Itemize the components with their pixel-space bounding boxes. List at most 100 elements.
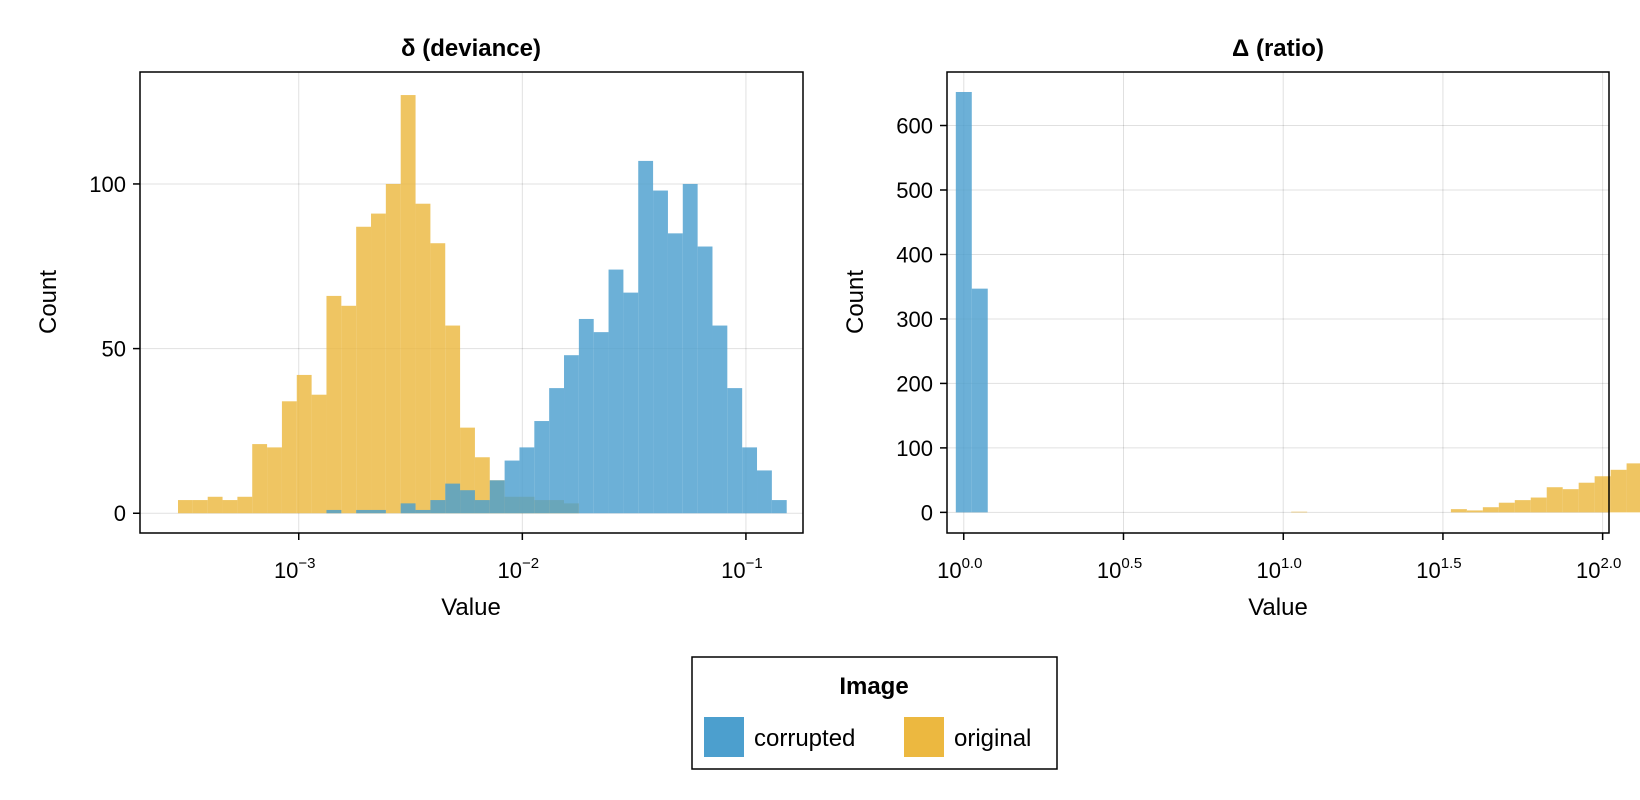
deviance-bar-original-8 [296, 374, 312, 514]
ratio-plot-frame [946, 71, 1610, 534]
ratio-y-tick-label-6: 600 [896, 114, 933, 139]
ratio-y-tick-label-0: 0 [921, 500, 933, 525]
deviance-bar-original-16 [415, 203, 431, 514]
legend-label-corrupted: corrupted [754, 725, 855, 752]
ratio-x-axis-label: Value [1248, 594, 1308, 621]
deviance-bar-corrupted-27 [578, 318, 594, 514]
deviance-bar-corrupted-32 [653, 190, 668, 514]
deviance-x-axis-label: Value [441, 594, 501, 621]
deviance-bar-original-3 [222, 500, 238, 514]
legend-label-original: original [954, 725, 1031, 752]
deviance-bar-corrupted-33 [667, 233, 683, 514]
deviance-y-tick-label-0: 0 [114, 501, 126, 526]
ratio-bar-original-33 [1482, 507, 1499, 513]
deviance-bar-original-5 [252, 444, 268, 514]
ratio-x-ticks: 100.0 100.5 101.0 101.5 102.0 [937, 533, 1621, 583]
ratio-bar-corrupted-1 [971, 288, 988, 513]
ratio-x-tick-label-1: 100.5 [1097, 555, 1142, 583]
ratio-bar-original-36 [1530, 497, 1547, 513]
ratio-bar-original-37 [1546, 487, 1563, 513]
deviance-bar-original-7 [281, 401, 297, 514]
deviance-bar-corrupted-37 [727, 388, 743, 514]
deviance-bar-corrupted-24 [534, 421, 550, 514]
deviance-bar-original-4 [237, 496, 253, 514]
legend-title: Image [839, 673, 908, 700]
deviance-x-tick-label-2: 10−1 [721, 555, 763, 583]
deviance-bar-original-18 [445, 325, 461, 514]
ratio-bar-original-31 [1450, 509, 1467, 513]
deviance-bar-original-13 [371, 213, 386, 514]
legend-swatch-corrupted [704, 717, 744, 757]
deviance-bar-corrupted-18 [445, 483, 461, 514]
deviance-y-tick-label-1: 50 [102, 337, 126, 362]
deviance-bar-original-12 [356, 226, 372, 514]
deviance-histogram-panel: δ (deviance) 10−3 10−2 10−1 0 50 100 Value C… [35, 35, 804, 621]
deviance-bar-corrupted-29 [608, 269, 624, 514]
deviance-bar-corrupted-22 [504, 460, 520, 514]
deviance-bar-corrupted-36 [712, 325, 728, 514]
legend-swatch-original [904, 717, 944, 757]
deviance-bars [178, 95, 787, 514]
deviance-y-ticks: 0 50 100 [89, 172, 140, 526]
deviance-bar-original-14 [385, 183, 401, 514]
deviance-bar-corrupted-30 [623, 292, 639, 514]
deviance-bar-corrupted-39 [757, 470, 772, 514]
ratio-bar-original-39 [1578, 482, 1595, 513]
deviance-chart-title: δ (deviance) [401, 35, 541, 62]
ratio-y-ticks: 0 100 200 300 400 500 600 [896, 114, 947, 525]
deviance-bar-corrupted-26 [564, 355, 579, 514]
ratio-y-tick-label-2: 200 [896, 371, 933, 396]
ratio-y-axis-label: Count [842, 270, 869, 334]
deviance-bar-original-6 [267, 447, 282, 514]
deviance-bar-corrupted-16 [415, 509, 431, 514]
deviance-x-ticks: 10−3 10−2 10−1 [274, 533, 763, 583]
deviance-bar-original-9 [311, 394, 327, 514]
ratio-bar-original-34 [1498, 502, 1515, 513]
deviance-x-tick-label-0: 10−3 [274, 555, 316, 583]
deviance-bar-original-10 [326, 295, 342, 514]
deviance-bar-corrupted-28 [593, 332, 609, 514]
ratio-chart-title: Δ (ratio) [1232, 35, 1324, 62]
deviance-bar-corrupted-20 [474, 500, 490, 514]
ratio-x-tick-label-0: 100.0 [937, 555, 982, 583]
ratio-histogram-panel: Δ (ratio) 100.0 100.5 101.0 101.5 102.0 0100… [842, 35, 1640, 621]
deviance-bar-original-2 [207, 496, 223, 514]
legend-frame [691, 656, 1058, 770]
ratio-bar-original-21 [1291, 511, 1308, 513]
ratio-x-tick-label-3: 101.5 [1416, 555, 1461, 583]
deviance-bar-corrupted-17 [430, 500, 446, 514]
ratio-bar-original-35 [1514, 500, 1531, 513]
ratio-y-tick-label-1: 100 [896, 436, 933, 461]
deviance-bar-corrupted-10 [326, 509, 342, 514]
ratio-y-tick-label-4: 400 [896, 242, 933, 267]
deviance-plot-frame [139, 71, 804, 534]
deviance-bar-corrupted-31 [638, 160, 654, 514]
deviance-bar-corrupted-40 [771, 500, 787, 514]
deviance-y-axis-label: Count [35, 270, 62, 334]
ratio-grid [947, 72, 1609, 533]
ratio-bar-original-42 [1626, 463, 1640, 513]
ratio-y-tick-label-5: 500 [896, 178, 933, 203]
ratio-bar-original-38 [1562, 489, 1579, 513]
ratio-y-tick-label-3: 300 [896, 307, 933, 332]
deviance-bar-original-15 [400, 95, 416, 514]
deviance-y-tick-label-2: 100 [89, 172, 126, 197]
deviance-bar-corrupted-12 [356, 509, 372, 514]
deviance-bar-original-20 [474, 457, 490, 514]
ratio-x-tick-label-4: 102.0 [1576, 555, 1621, 583]
deviance-bar-original-0 [178, 500, 193, 514]
deviance-bar-corrupted-25 [549, 388, 565, 514]
deviance-bar-corrupted-34 [682, 183, 698, 514]
deviance-bar-original-17 [430, 243, 446, 514]
deviance-bar-corrupted-35 [697, 246, 713, 514]
ratio-bar-original-40 [1594, 476, 1611, 513]
deviance-bar-corrupted-15 [400, 503, 416, 514]
ratio-bars [955, 91, 1640, 513]
deviance-bar-corrupted-19 [460, 490, 475, 514]
legend: Image corrupted original [691, 656, 1058, 770]
deviance-x-tick-label-1: 10−2 [498, 555, 540, 583]
ratio-bar-corrupted-0 [955, 91, 972, 513]
ratio-bar-original-32 [1466, 510, 1483, 513]
ratio-x-tick-label-2: 101.0 [1257, 555, 1302, 583]
